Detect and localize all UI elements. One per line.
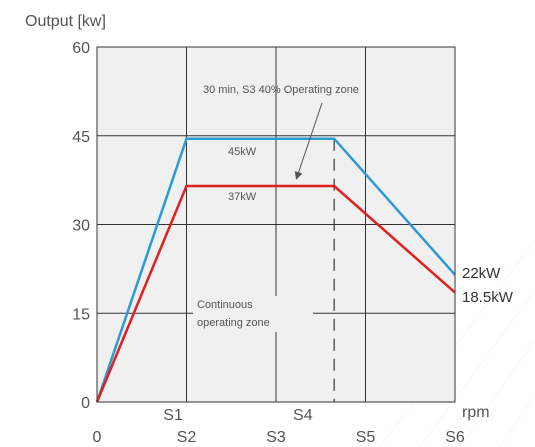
y-axis-title: Output [kw] xyxy=(25,13,106,30)
y-tick-label-3: 45 xyxy=(72,129,90,146)
x-tick-label-bottom-2: S3 xyxy=(266,429,286,446)
y-tick-labels: 0 15 30 45 60 xyxy=(72,40,90,412)
end-label-18-5kw: 18.5kW xyxy=(462,289,514,306)
x-tick-label-bottom-1: S2 xyxy=(177,429,197,446)
continuous-zone-line2: operating zone xyxy=(197,317,270,329)
x-tick-labels: 0 S2 S3 S5 S6 S1 S4 xyxy=(93,407,465,446)
x-tick-label-upper-1: S4 xyxy=(293,407,313,424)
y-tick-label-4: 60 xyxy=(72,40,90,57)
y-tick-label-1: 15 xyxy=(72,306,90,323)
continuous-zone-line1: Continuous xyxy=(197,299,253,311)
end-label-22kw: 22kW xyxy=(462,265,501,282)
x-axis-title: rpm xyxy=(462,404,490,421)
x-tick-label-bottom-0: 0 xyxy=(93,429,102,446)
y-tick-label-2: 30 xyxy=(72,218,90,235)
x-tick-label-bottom-4: S6 xyxy=(445,429,465,446)
x-tick-label-upper-0: S1 xyxy=(163,407,183,424)
y-tick-label-0: 0 xyxy=(81,395,90,412)
label-45kw: 45kW xyxy=(228,146,257,158)
x-tick-label-bottom-3: S5 xyxy=(356,429,376,446)
label-37kw: 37kW xyxy=(228,191,257,203)
s3-zone-annotation: 30 min, S3 40% Operating zone xyxy=(203,84,359,96)
